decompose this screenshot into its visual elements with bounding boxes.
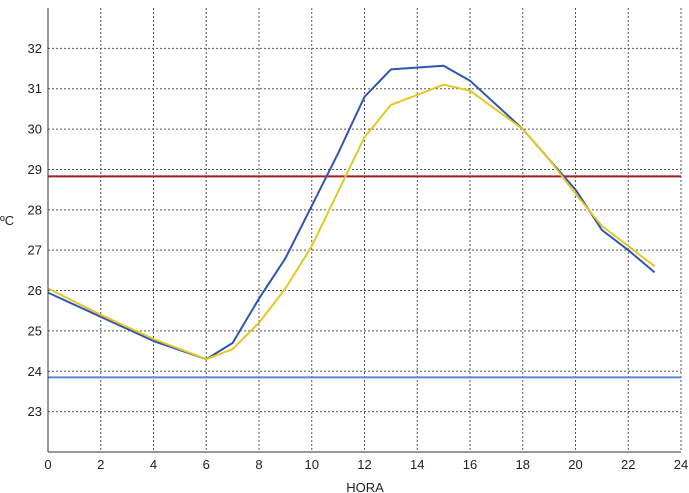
x-tick-label: 22 [621,457,635,472]
x-tick-label: 10 [305,457,319,472]
reference-lines [48,175,681,379]
y-tick-label: 29 [28,162,42,177]
x-tick-label: 0 [44,457,51,472]
series-line [47,64,656,361]
y-tick-label: 30 [28,122,42,137]
x-tick-labels: 0 2 4 6 8 10 12 14 16 18 20 22 24 [44,457,688,472]
y-tick-label: 24 [28,364,42,379]
x-tick-label: 12 [357,457,371,472]
x-tick-label: 6 [203,457,210,472]
y-tick-label: 28 [28,202,42,217]
x-tick-label: 14 [410,457,424,472]
y-tick-label: 31 [28,81,42,96]
y-tick-label: 25 [28,323,42,338]
y-axis-label: ºC [0,213,14,228]
x-tick-label: 24 [674,457,688,472]
y-tick-label: 32 [28,41,42,56]
series-lines [47,64,656,361]
x-tick-label: 2 [97,457,104,472]
y-tick-label: 26 [28,283,42,298]
y-tick-label: 23 [28,404,42,419]
grid [47,8,682,452]
series-line [47,83,656,361]
x-tick-label: 18 [516,457,530,472]
x-tick-label: 16 [463,457,477,472]
x-tick-label: 20 [568,457,582,472]
x-tick-label: 8 [255,457,262,472]
y-tick-labels: 23 24 25 26 27 28 29 30 31 32 [28,41,42,419]
plot-frame [47,8,681,453]
x-axis-label: HORA [346,480,384,493]
x-tick-label: 4 [150,457,157,472]
y-tick-label: 27 [28,243,42,258]
